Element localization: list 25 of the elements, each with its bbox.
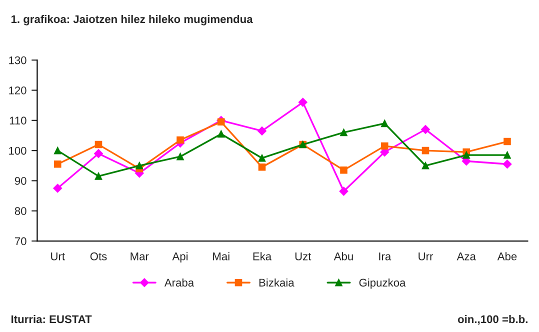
x-tick-label: Mar	[130, 252, 149, 260]
legend-label: Araba	[164, 278, 194, 287]
y-tick-label: 130	[9, 56, 26, 64]
x-tick-label: Urt	[51, 252, 65, 260]
y-tick-label: 110	[10, 116, 26, 125]
y-tick-label: 70	[14, 237, 26, 246]
y-tick-label: 100	[9, 146, 26, 155]
x-tick-label: Ots	[90, 252, 107, 260]
legend-label: Gipuzkoa	[359, 278, 406, 289]
text: oin.,100 =b.b.	[458, 315, 528, 325]
y-tick-label: 120	[9, 86, 26, 94]
chart-title: 1. grafikoa: Jaiotzen hilez hileko mugimendua	[11, 14, 253, 26]
x-tick-label: Mai	[213, 252, 230, 260]
x-tick-label: Api	[172, 252, 188, 262]
x-tick-label: Eka	[253, 252, 272, 260]
x-tick-label: Uzt	[295, 252, 312, 260]
x-tick-label: Ira	[379, 252, 392, 260]
legend-label: Bizkaia	[259, 278, 294, 287]
x-tick-label: Aza	[456, 252, 476, 260]
y-tick-label: 80	[14, 207, 26, 216]
x-tick-label: Abe	[497, 252, 517, 260]
x-tick-label: Abu	[334, 252, 353, 260]
text: Iturria: EUSTAT	[12, 315, 92, 324]
x-tick-label: Urr	[418, 252, 434, 260]
y-tick-label: 90	[14, 176, 26, 185]
